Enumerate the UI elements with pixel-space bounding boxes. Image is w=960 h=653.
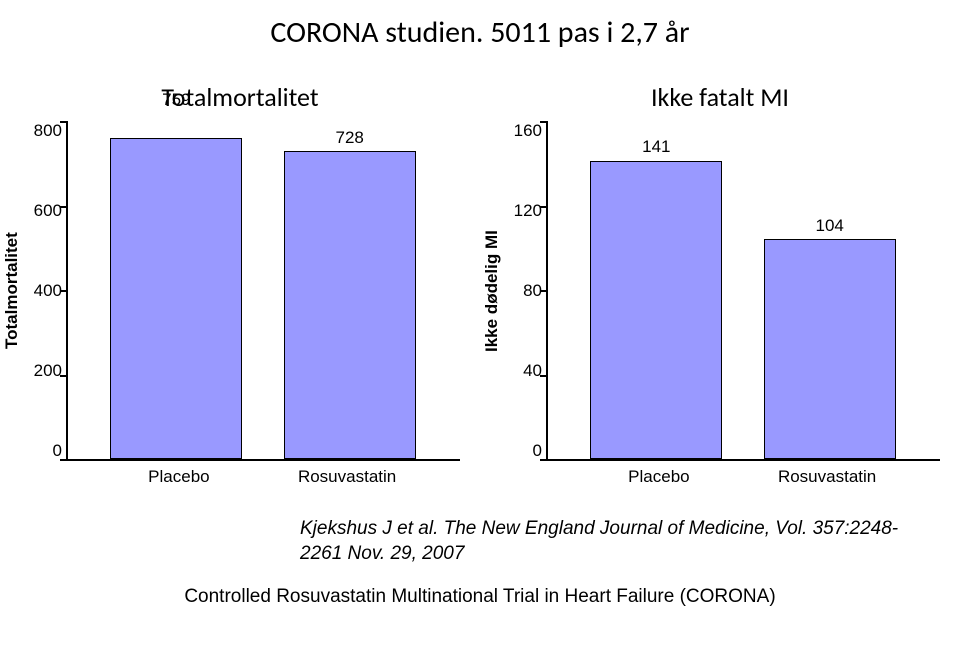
- right-xtick-panel: Placebo Rosuvastatin: [480, 467, 960, 487]
- ytick-label: 0: [53, 441, 62, 461]
- left-chart: Totalmortalitet 800 600 400 200 0 759 728: [0, 121, 480, 461]
- bar: [764, 239, 896, 459]
- ytick-mark: [540, 206, 546, 208]
- left-xtick-panel: Placebo Rosuvastatin: [0, 467, 480, 487]
- ytick-mark: [60, 459, 66, 461]
- bar-value-label: 759: [110, 90, 242, 110]
- xtick-label: Placebo: [595, 467, 723, 487]
- bar-wrap: 759: [110, 121, 242, 459]
- left-xtick-labels: Placebo Rosuvastatin: [66, 467, 460, 487]
- charts-row: Totalmortalitet 8006004002000 759728 Ikk…: [0, 121, 960, 461]
- ytick-label: 0: [533, 441, 542, 461]
- bar-value-label: 104: [764, 216, 896, 236]
- left-plot-area: 759 728: [66, 121, 460, 461]
- bar: [590, 161, 722, 459]
- left-bars: 759 728: [66, 121, 460, 459]
- page-title: CORONA studien. 5011 pas i 2,7 år: [0, 0, 960, 51]
- right-chart: Ikke dødelig MI 16012080400 141104: [480, 121, 960, 461]
- citation-line1: Kjekshus J et al. The New England Journa…: [0, 517, 960, 566]
- left-yaxis-label: Totalmortalitet: [0, 121, 22, 461]
- xtick-label: Rosuvastatin: [283, 467, 411, 487]
- ytick-label: 600: [34, 201, 62, 221]
- bar-wrap: 141: [590, 121, 722, 459]
- ytick-label: 200: [34, 361, 62, 381]
- ytick-label: 120: [514, 201, 542, 221]
- ytick-mark: [540, 375, 546, 377]
- bar-wrap: 104: [764, 121, 896, 459]
- xtick-label: Placebo: [115, 467, 243, 487]
- ytick-mark: [540, 459, 546, 461]
- right-chart-title: Ikke fatalt MI: [480, 81, 960, 113]
- bar-value-label: 141: [590, 137, 722, 157]
- ytick-mark: [60, 206, 66, 208]
- ytick-mark: [540, 121, 546, 123]
- ytick-mark: [540, 290, 546, 292]
- right-plot-area: 141 104: [546, 121, 940, 461]
- bar: [110, 138, 242, 459]
- ytick-label: 160: [514, 121, 542, 141]
- ytick-label: 40: [523, 361, 542, 381]
- ytick-label: 400: [34, 281, 62, 301]
- ytick-mark: [60, 375, 66, 377]
- ytick-label: 800: [34, 121, 62, 141]
- right-yaxis-label: Ikke dødelig MI: [480, 121, 502, 461]
- xtick-row: Placebo Rosuvastatin Placebo Rosuvastatin: [0, 467, 960, 487]
- xtick-label: Rosuvastatin: [763, 467, 891, 487]
- bar-value-label: 728: [284, 128, 416, 148]
- right-xtick-labels: Placebo Rosuvastatin: [546, 467, 940, 487]
- right-bars: 141 104: [546, 121, 940, 459]
- bar: [284, 151, 416, 459]
- ytick-mark: [60, 121, 66, 123]
- bar-wrap: 728: [284, 121, 416, 459]
- citation-line2: Controlled Rosuvastatin Multinational Tr…: [0, 586, 960, 608]
- ytick-mark: [60, 290, 66, 292]
